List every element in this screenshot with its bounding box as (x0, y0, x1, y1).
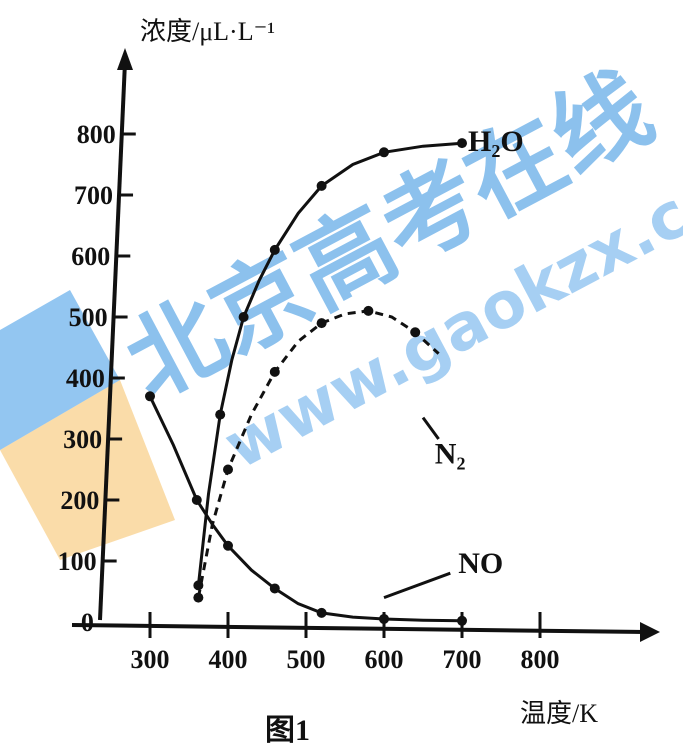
x-tick-label: 500 (287, 645, 326, 674)
data-point (317, 181, 327, 191)
figure-caption: 图1 (265, 714, 310, 747)
x-axis-title: 温度/K (520, 699, 598, 728)
x-axis-arrow (640, 622, 660, 642)
y-tick-label: 700 (74, 181, 113, 210)
x-tick-label: 600 (365, 645, 404, 674)
y-tick-label: 100 (58, 547, 97, 576)
series-label: H₂O (468, 125, 524, 158)
data-point (410, 327, 420, 337)
y-axis-arrow (117, 48, 133, 70)
data-point (270, 245, 280, 255)
data-point (270, 583, 280, 593)
y-tick-label: 300 (63, 425, 102, 454)
x-tick-label: 800 (521, 645, 560, 674)
data-point (193, 593, 203, 603)
series-label: NO (458, 547, 503, 580)
y-tick-label: 0 (81, 608, 94, 637)
data-point (363, 306, 373, 316)
data-point (215, 410, 225, 420)
series-label-pointer (423, 418, 439, 439)
y-tick-label: 500 (69, 303, 108, 332)
y-axis-title: 浓度/μL·L⁻¹ (140, 17, 275, 46)
data-point (192, 495, 202, 505)
data-point (223, 465, 233, 475)
y-ticks: 0 100 200 300 400 500 600 700 800 (58, 120, 136, 637)
y-tick-label: 200 (60, 486, 99, 515)
y-tick-label: 600 (71, 242, 110, 271)
data-point (457, 138, 467, 148)
data-point (239, 312, 249, 322)
x-tick-label: 700 (443, 645, 482, 674)
series-label: N₂ (435, 437, 466, 470)
data-point (145, 391, 155, 401)
y-tick-label: 800 (77, 120, 116, 149)
x-tick-label: 400 (209, 645, 248, 674)
data-point (317, 608, 327, 618)
x-axis-line (72, 625, 645, 632)
data-point (223, 541, 233, 551)
data-point (379, 147, 389, 157)
data-point (457, 616, 467, 626)
x-tick-label: 300 (131, 645, 170, 674)
data-point (270, 367, 280, 377)
data-point (379, 614, 389, 624)
y-tick-label: 400 (66, 364, 105, 393)
series-label-pointer (384, 573, 450, 597)
data-point (317, 318, 327, 328)
x-ticks: 300 400 500 600 700 800 (131, 612, 560, 674)
